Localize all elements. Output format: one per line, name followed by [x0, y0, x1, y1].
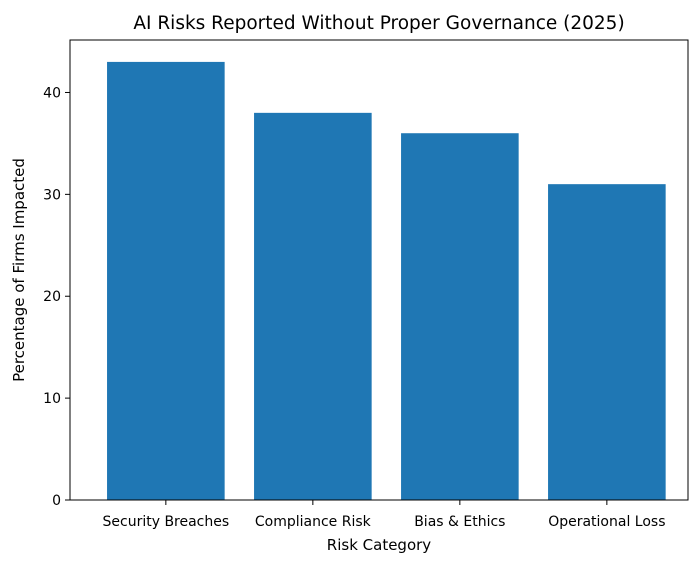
x-tick-label: Operational Loss	[548, 514, 665, 530]
x-tick-label: Compliance Risk	[255, 514, 372, 530]
y-tick-label: 20	[43, 289, 61, 305]
y-tick-label: 10	[43, 391, 61, 407]
y-tick-label: 0	[52, 493, 61, 509]
bar-compliance-risk	[254, 112, 372, 500]
x-axis-label: Risk Category	[327, 536, 432, 554]
y-tick-label: 40	[43, 85, 61, 101]
y-axis-ticks: 0 10 20 30 40	[43, 85, 70, 509]
x-tick-label: Bias & Ethics	[414, 514, 505, 530]
x-tick-label: Security Breaches	[103, 514, 230, 530]
bars-group	[107, 61, 666, 501]
chart-title: AI Risks Reported Without Proper Governa…	[133, 13, 624, 34]
bar-operational-loss	[548, 184, 666, 501]
x-axis-ticks: Security Breaches Compliance Risk Bias & E…	[103, 500, 666, 530]
bar-bias-ethics	[401, 133, 519, 500]
y-tick-label: 30	[43, 187, 61, 203]
bar-security-breaches	[107, 61, 225, 501]
y-axis-label: Percentage of Firms Impacted	[10, 158, 28, 382]
plot-frame	[69, 39, 689, 501]
